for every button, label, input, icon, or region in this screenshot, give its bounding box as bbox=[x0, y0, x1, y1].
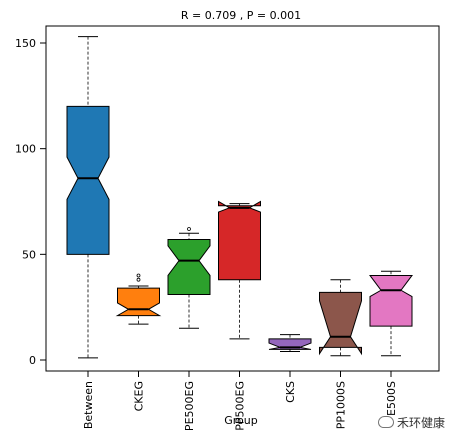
x-axis-title: Group bbox=[224, 414, 258, 427]
y-tick-label: 150 bbox=[15, 37, 36, 50]
box-body bbox=[66, 105, 110, 255]
box-body bbox=[319, 291, 362, 356]
plot-frame bbox=[45, 25, 440, 372]
box-body bbox=[218, 200, 261, 281]
x-tick-label: CKEG bbox=[133, 381, 146, 411]
x-tick-label: E500S bbox=[385, 381, 398, 416]
x-tick-label: Between bbox=[82, 381, 95, 429]
x-tick-label: PP1000S bbox=[335, 381, 348, 429]
y-tick-label: 100 bbox=[15, 143, 36, 156]
watermark-text: 禾环健康 bbox=[397, 416, 446, 430]
outlier-point bbox=[136, 277, 141, 282]
y-tick-label: 50 bbox=[22, 248, 36, 261]
x-axis: Between CKEG PE500EG PP500EG CKS PP1000S E500S bbox=[82, 371, 398, 431]
watermark: 禾环健康 bbox=[378, 414, 445, 431]
wechat-icon bbox=[378, 416, 394, 428]
box-between bbox=[66, 36, 110, 359]
box-cks bbox=[268, 334, 312, 353]
outlier-point bbox=[187, 227, 191, 231]
x-tick-label: PE500EG bbox=[183, 381, 196, 431]
box-ckeg bbox=[115, 273, 162, 325]
x-tick-label: CKS bbox=[284, 381, 297, 403]
box-series bbox=[66, 36, 413, 359]
chart-title: R = 0.709 , P = 0.001 bbox=[181, 9, 301, 22]
box-pe500eg bbox=[167, 227, 211, 329]
box-body bbox=[268, 338, 312, 350]
box-body bbox=[115, 287, 162, 317]
outlier-point bbox=[136, 273, 141, 278]
box-body bbox=[167, 239, 211, 295]
box-body bbox=[369, 274, 413, 327]
y-tick-label: 0 bbox=[29, 354, 36, 367]
y-axis: 0 50 100 150 bbox=[15, 37, 46, 367]
x-tick-label: PP500EG bbox=[234, 381, 247, 431]
box-pp1000s bbox=[319, 279, 362, 357]
box-pp500eg bbox=[218, 200, 261, 340]
box-pe500s bbox=[369, 270, 413, 357]
